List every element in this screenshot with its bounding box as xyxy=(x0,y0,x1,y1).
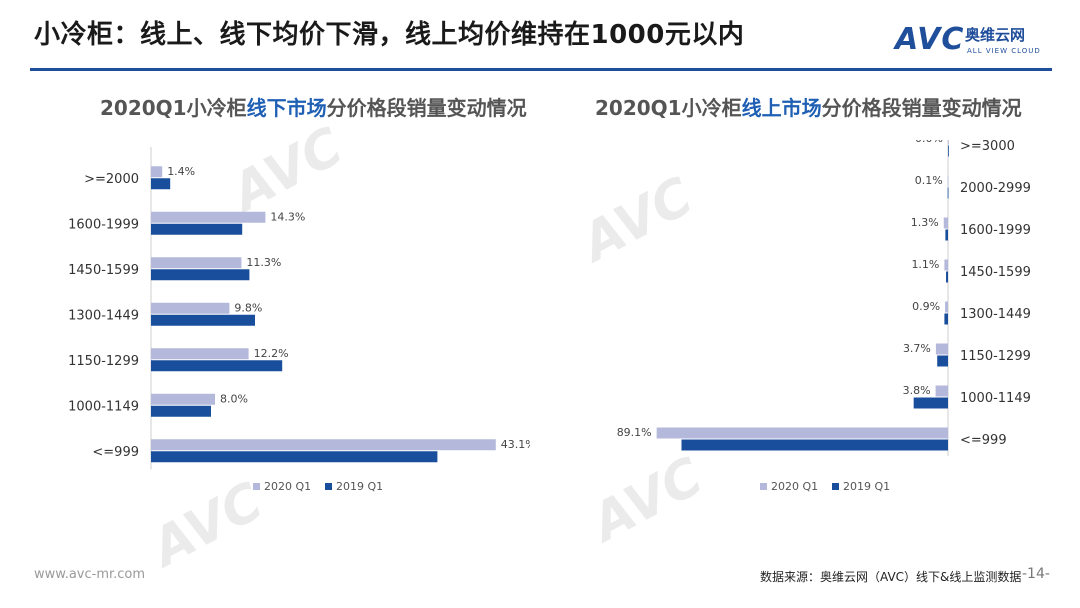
legend-label-1: 2019 Q1 xyxy=(336,480,383,493)
category-label-5: 1150-1299 xyxy=(960,349,1031,364)
category-label-5: 1000-1149 xyxy=(68,399,139,414)
bar-2020-3 xyxy=(151,302,230,314)
data-label-6: 43.1% xyxy=(501,438,530,451)
bar-2020-2 xyxy=(943,217,948,229)
category-label-7: <=999 xyxy=(960,433,1007,448)
category-label-6: <=999 xyxy=(92,445,139,460)
bar-2019-3 xyxy=(946,271,948,283)
bar-2019-2 xyxy=(151,269,250,281)
data-label-3: 1.1% xyxy=(911,258,939,271)
bar-2020-0 xyxy=(948,140,949,145)
legend-label-0: 2020 Q1 xyxy=(771,480,818,493)
page-title: 小冷柜：线上、线下均价下滑，线上均价维持在1000元以内 xyxy=(34,20,745,50)
data-label-1: 14.3% xyxy=(270,210,305,223)
bar-2020-7 xyxy=(656,427,948,439)
data-label-5: 8.0% xyxy=(220,392,248,405)
bar-2019-6 xyxy=(913,397,948,409)
data-label-7: 89.1% xyxy=(617,426,652,439)
bar-2020-0 xyxy=(151,166,163,178)
legend-label-1: 2019 Q1 xyxy=(843,480,890,493)
category-label-4: 1150-1299 xyxy=(68,354,139,369)
logo-brand: AVC xyxy=(895,22,965,57)
left-chart-title: 2020Q1小冷柜线下市场分价格段销量变动情况 xyxy=(100,92,527,121)
left-title-part3: 分价格段销量变动情况 xyxy=(326,96,527,120)
bar-2019-0 xyxy=(948,145,949,157)
bar-2019-5 xyxy=(151,405,211,417)
bar-2019-6 xyxy=(151,451,438,463)
bar-2019-4 xyxy=(944,313,948,325)
footer-url: www.avc-mr.com xyxy=(34,567,146,582)
category-label-6: 1000-1149 xyxy=(960,391,1031,406)
bar-2019-1 xyxy=(947,187,949,199)
category-label-1: 1600-1999 xyxy=(68,217,139,232)
data-label-4: 0.9% xyxy=(912,300,940,313)
data-label-5: 3.7% xyxy=(903,342,931,355)
bar-2020-6 xyxy=(935,385,948,397)
bar-2019-0 xyxy=(151,178,171,190)
left-title-highlight: 线下市场 xyxy=(246,96,327,120)
category-label-0: >=2000 xyxy=(84,172,139,187)
bar-2019-4 xyxy=(151,360,283,372)
bar-2019-7 xyxy=(681,439,948,451)
avc-logo: AVC 奥维云网 ALL VIEW CLOUD xyxy=(895,20,1055,64)
title-rule xyxy=(30,68,1052,71)
online-price-segment-chart: 0.0% >=3000 0.1% 2000-2999 1.3% 1600-1999 1.1%… xyxy=(617,140,1031,493)
data-label-3: 9.8% xyxy=(234,301,262,314)
legend-swatch-1 xyxy=(832,483,839,490)
bar-2020-3 xyxy=(944,259,948,271)
bar-2020-4 xyxy=(945,301,948,313)
category-label-3: 1450-1599 xyxy=(960,265,1031,280)
right-title-part3: 分价格段销量变动情况 xyxy=(821,96,1022,120)
legend-swatch-0 xyxy=(253,483,260,490)
legend-swatch-1 xyxy=(325,483,332,490)
legend-swatch-0 xyxy=(760,483,767,490)
bar-2019-1 xyxy=(151,223,243,235)
offline-price-segment-chart: 1.4% >=2000 14.3% 1600-1999 11.3% 1450-1599 9.… xyxy=(68,147,530,493)
bar-2019-3 xyxy=(151,314,255,326)
logo-en: ALL VIEW CLOUD xyxy=(967,47,1041,55)
logo-cn: 奥维云网 xyxy=(965,26,1026,44)
category-label-1: 2000-2999 xyxy=(960,181,1031,196)
category-label-3: 1300-1449 xyxy=(68,308,139,323)
bar-2020-5 xyxy=(151,393,215,405)
bar-2020-5 xyxy=(935,343,948,355)
footer-source: 数据来源：奥维云网（AVC）线下&线上监测数据 xyxy=(760,570,1022,584)
data-label-2: 11.3% xyxy=(246,256,281,269)
data-label-1: 0.1% xyxy=(915,174,943,187)
legend-label-0: 2020 Q1 xyxy=(264,480,311,493)
data-label-0: 1.4% xyxy=(167,165,195,178)
category-label-0: >=3000 xyxy=(960,140,1015,154)
left-title-part1: 2020Q1小冷柜 xyxy=(100,96,247,120)
bar-2020-4 xyxy=(151,348,249,360)
right-title-part1: 2020Q1小冷柜 xyxy=(595,96,742,120)
page-number: -14- xyxy=(1022,566,1050,582)
data-label-0: 0.0% xyxy=(915,140,943,145)
data-label-4: 12.2% xyxy=(254,347,289,360)
category-label-4: 1300-1449 xyxy=(960,307,1031,322)
data-label-6: 3.8% xyxy=(903,384,931,397)
bar-2020-1 xyxy=(151,211,266,223)
category-label-2: 1600-1999 xyxy=(960,223,1031,238)
bar-2020-2 xyxy=(151,257,242,269)
right-title-highlight: 线上市场 xyxy=(741,96,822,120)
category-label-2: 1450-1599 xyxy=(68,263,139,278)
bar-2020-1 xyxy=(947,175,949,187)
bar-2019-2 xyxy=(945,229,948,241)
bar-2019-5 xyxy=(937,355,948,367)
data-label-2: 1.3% xyxy=(911,216,939,229)
right-chart-title: 2020Q1小冷柜线上市场分价格段销量变动情况 xyxy=(595,92,1022,121)
bar-2020-6 xyxy=(151,439,496,451)
